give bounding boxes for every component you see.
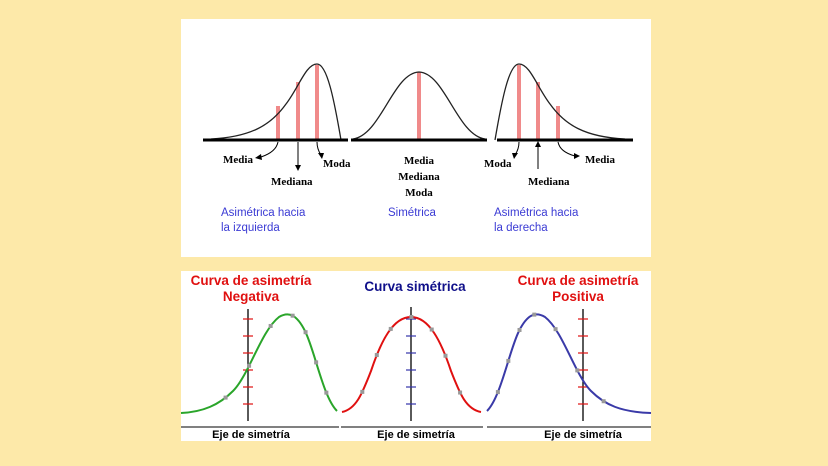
left-mediana-label: Mediana	[271, 176, 313, 188]
positive-title-line2: Positiva	[552, 289, 604, 304]
negative-skew-curve	[180, 313, 338, 414]
right-mediana-label: Mediana	[528, 176, 570, 188]
moda-arrowhead	[318, 153, 324, 159]
negative-axis-caption: Eje de simetría	[212, 429, 291, 441]
left-skewed-curve	[210, 63, 342, 141]
positive-curve-point-1	[506, 358, 511, 363]
positive-skew-curve	[486, 313, 652, 414]
negative-curve-point-5	[314, 360, 319, 365]
positive-curve-point-3	[532, 312, 537, 317]
asymmetry-curves-panel: Curva de asimetría Negativa Eje de simet…	[180, 271, 652, 441]
right-skewed-curve-group: Moda Mediana Media Asimétrica hacia la d…	[484, 63, 633, 234]
negative-axis-ticks	[243, 318, 253, 405]
symmetric-center-bar	[417, 72, 421, 140]
symmetric-curve-group: Media Mediana Moda Simétrica	[351, 71, 487, 219]
right-media-label: Media	[585, 154, 615, 166]
positive-curve-point-6	[601, 399, 606, 404]
negative-curve-point-1	[247, 363, 252, 368]
right-media-arrowhead	[574, 153, 580, 159]
negative-curve-point-0	[223, 395, 228, 400]
center-media-label: Media	[404, 155, 434, 167]
center-moda-label: Moda	[405, 187, 433, 199]
negative-title-line1: Curva de asimetría	[191, 273, 312, 288]
symmetric-axis-ticks	[406, 318, 416, 405]
media-arrow	[260, 141, 279, 158]
symmetric-curve-point-1	[374, 353, 379, 358]
right-moda-bar	[517, 65, 521, 140]
positive-curve-point-0	[495, 390, 500, 395]
positive-title-line1: Curva de asimetría	[518, 273, 639, 288]
right-mediana-bar	[536, 82, 540, 140]
right-skewed-curve	[494, 63, 626, 141]
symmetric-curve	[352, 71, 486, 140]
right-moda-arrowhead	[512, 153, 518, 159]
negative-curve-point-3	[290, 313, 295, 318]
skewness-diagram: Media Mediana Moda Asimétrica hacia la i…	[203, 63, 633, 234]
positive-curve-point-2	[517, 327, 522, 332]
positive-curve-points	[495, 312, 606, 404]
media-arrowhead	[255, 154, 262, 160]
positive-axis-caption: Eje de simetría	[544, 429, 623, 441]
positive-skew-chart: Curva de asimetría Positiva Eje de simet…	[486, 273, 652, 441]
media-bar	[276, 106, 280, 140]
negative-skew-chart: Curva de asimetría Negativa Eje de simet…	[180, 273, 339, 441]
left-caption-line1: Asimétrica hacia	[221, 207, 306, 219]
right-caption-line1: Asimétrica hacia	[494, 207, 579, 219]
moda-bar	[315, 65, 319, 140]
symmetric-curve-point-4	[429, 327, 434, 332]
right-mediana-arrowhead	[535, 141, 541, 147]
right-media-arrow	[557, 141, 576, 157]
symmetric-curve-point-0	[360, 389, 365, 394]
center-mediana-label: Mediana	[398, 171, 440, 183]
right-moda-label: Moda	[484, 158, 512, 170]
positive-curve-point-4	[553, 327, 558, 332]
negative-title-line2: Negativa	[223, 289, 280, 304]
mediana-bar	[296, 82, 300, 140]
symmetric-curve-points	[360, 315, 463, 395]
positive-axis-ticks	[578, 318, 588, 405]
negative-curve-points	[223, 313, 329, 400]
symmetric-chart: Curva simétrica Eje de simetría	[341, 279, 483, 441]
negative-curve-point-4	[303, 330, 308, 335]
center-caption: Simétrica	[388, 207, 437, 219]
symmetric-title: Curva simétrica	[364, 279, 466, 294]
symmetric-curve-point-2	[388, 326, 393, 331]
left-caption-line2: la izquierda	[221, 222, 280, 234]
symmetric-curve-point-6	[458, 390, 463, 395]
positive-curve-point-5	[575, 368, 580, 373]
right-media-bar	[556, 106, 560, 140]
mediana-arrowhead	[295, 165, 301, 171]
asymmetry-curves: Curva de asimetría Negativa Eje de simet…	[180, 273, 652, 441]
left-skewed-curve-group: Media Mediana Moda Asimétrica hacia la i…	[203, 63, 351, 234]
left-media-label: Media	[223, 154, 253, 166]
skewness-diagram-panel: Media Mediana Moda Asimétrica hacia la i…	[181, 19, 651, 257]
symmetric-curve-point-5	[443, 353, 448, 358]
symmetric-axis-caption: Eje de simetría	[377, 429, 456, 441]
negative-curve-point-6	[324, 390, 329, 395]
left-moda-label: Moda	[323, 158, 351, 170]
right-caption-line2: la derecha	[494, 222, 548, 234]
negative-curve-point-2	[268, 323, 273, 328]
symmetric-curve-point-3	[409, 315, 414, 320]
